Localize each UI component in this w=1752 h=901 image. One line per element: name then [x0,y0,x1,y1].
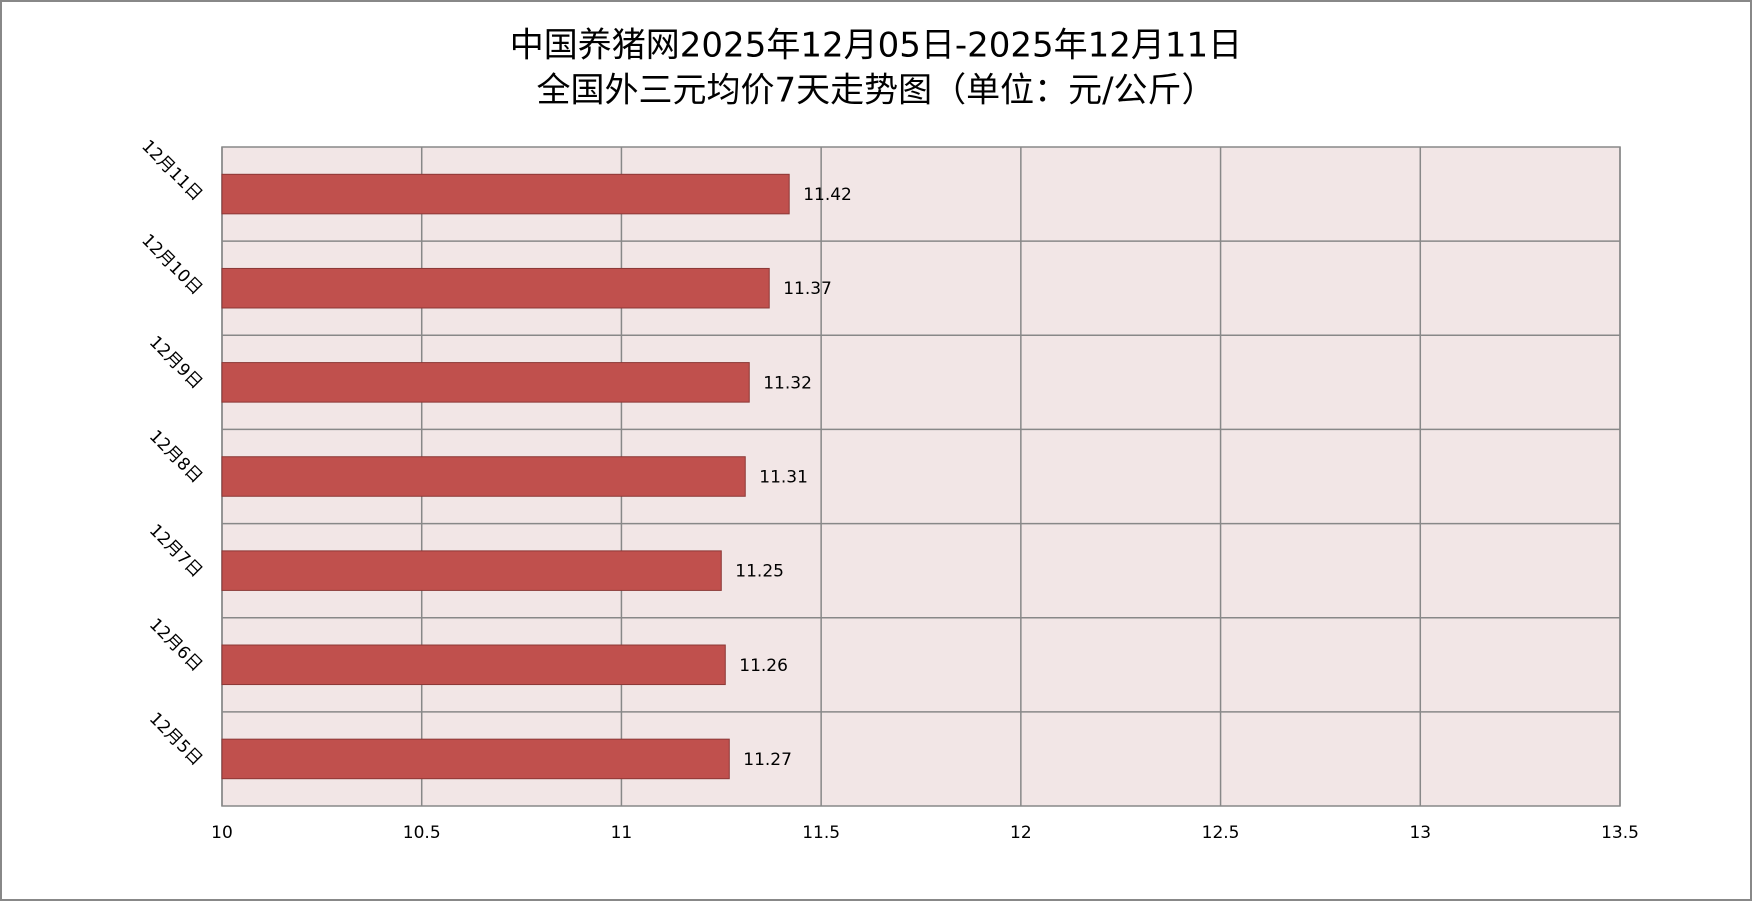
x-tick-label: 12 [1010,823,1032,843]
value-label: 11.32 [763,373,812,393]
x-tick-label: 10 [211,823,233,843]
bar [221,267,770,309]
bar [221,644,726,686]
x-tick-label: 13 [1409,823,1431,843]
bar [221,456,746,497]
chart-subtitle: 全国外三元均价7天走势图（单位：元/公斤） [536,71,1215,111]
value-label: 11.27 [743,750,792,770]
x-tick-label: 12.5 [1202,823,1240,843]
bar [221,362,750,403]
value-label: 11.31 [759,468,808,488]
value-label: 11.26 [739,656,788,676]
bar [221,550,722,591]
value-label: 11.25 [735,562,784,582]
bar [221,738,730,780]
x-tick-label: 10.5 [403,823,441,843]
x-tick-label: 11.5 [802,823,840,843]
value-label: 11.42 [803,185,852,205]
x-tick-label: 11 [611,823,633,843]
x-tick-label: 13.5 [1601,823,1639,843]
bar [221,173,790,215]
chart-title: 中国养猪网2025年12月05日-2025年12月11日 [510,26,1242,66]
value-label: 11.37 [783,279,832,299]
